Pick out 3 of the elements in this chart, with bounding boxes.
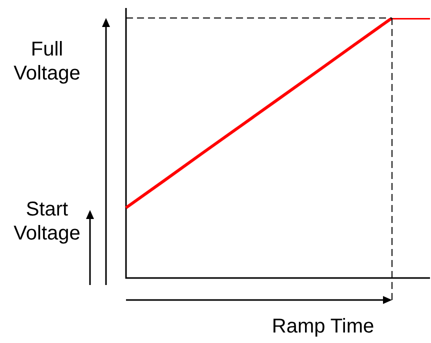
text: Start Voltage bbox=[14, 198, 80, 245]
text: Full Voltage bbox=[14, 38, 80, 85]
x-axis-title: Ramp Time bbox=[272, 316, 374, 338]
